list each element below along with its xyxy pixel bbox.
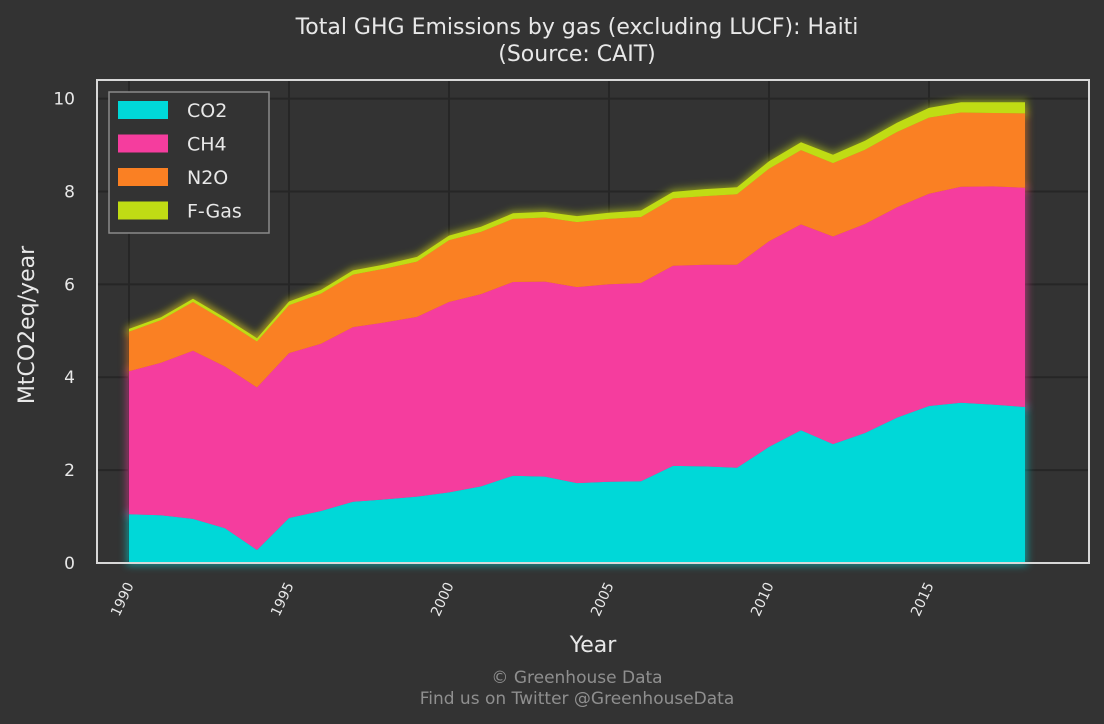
areas bbox=[129, 102, 1025, 563]
x-tick-label: 2015 bbox=[908, 580, 938, 619]
x-tick-label: 1990 bbox=[108, 580, 138, 619]
legend-label-n2o: N2O bbox=[187, 167, 228, 189]
legend: CO2 CH4 N2O F-Gas bbox=[108, 91, 270, 234]
footer-twitter: Find us on Twitter @GreenhouseData bbox=[420, 689, 735, 709]
x-tick-label: 2000 bbox=[428, 580, 458, 619]
x-axis-label: Year bbox=[569, 633, 618, 658]
area-n2o bbox=[129, 112, 1025, 388]
legend-swatch-n2o bbox=[118, 168, 168, 186]
x-tick-label: 2010 bbox=[748, 580, 778, 619]
legend-swatch-ch4 bbox=[118, 134, 168, 153]
y-tick-label: 4 bbox=[64, 368, 75, 388]
legend-label-co2: CO2 bbox=[187, 100, 227, 122]
legend-label-ch4: CH4 bbox=[187, 134, 227, 156]
y-axis-label: MtCO2eq/year bbox=[15, 245, 40, 404]
y-tick-label: 2 bbox=[64, 461, 75, 481]
plot-frame bbox=[96, 79, 1090, 564]
area-f-gas bbox=[129, 102, 1025, 342]
x-axis: 1990 1995 2000 2005 2010 2015 bbox=[108, 580, 938, 619]
legend-label-f-gas: F-Gas bbox=[187, 201, 242, 223]
chart-title: Total GHG Emissions by gas (excluding LU… bbox=[295, 15, 859, 40]
legend-swatch-co2 bbox=[118, 101, 168, 119]
area-ch4 bbox=[129, 186, 1025, 550]
footer-copyright: © Greenhouse Data bbox=[491, 668, 662, 688]
y-tick-label: 8 bbox=[64, 182, 75, 202]
y-tick-label: 10 bbox=[53, 90, 75, 110]
legend-swatch-f-gas bbox=[118, 201, 168, 220]
y-axis: 0 2 4 6 8 10 bbox=[53, 90, 75, 574]
area-co2 bbox=[129, 402, 1025, 563]
x-tick-label: 1995 bbox=[268, 580, 298, 619]
y-tick-label: 6 bbox=[64, 275, 75, 295]
chart-subtitle: (Source: CAIT) bbox=[498, 42, 655, 67]
x-tick-label: 2005 bbox=[588, 580, 618, 619]
y-tick-label: 0 bbox=[64, 554, 75, 574]
